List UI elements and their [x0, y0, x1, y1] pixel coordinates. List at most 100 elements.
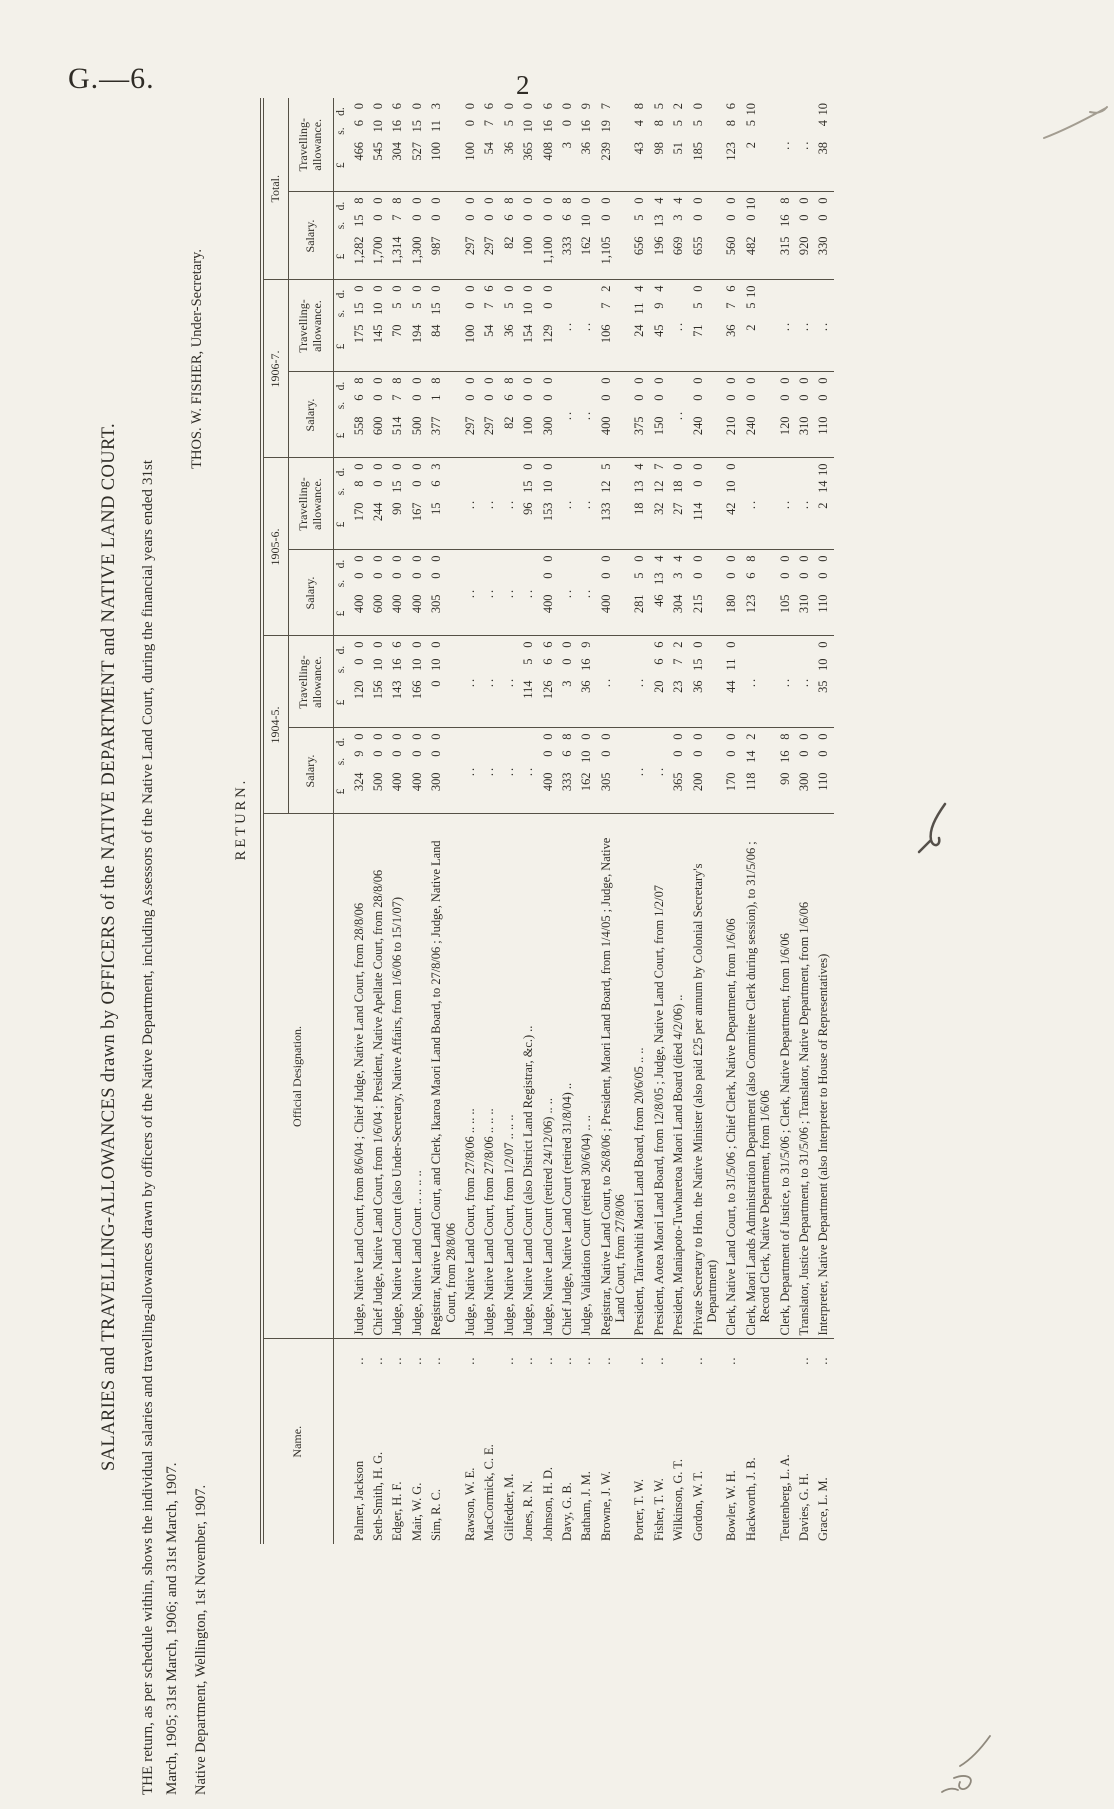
money-shillings: 10 — [521, 120, 536, 133]
leader-dots: .. — [796, 1356, 811, 1365]
empty-value-dots: .. — [579, 320, 594, 332]
units-cell: £ s. d. — [333, 550, 350, 636]
money-pounds: 54 — [482, 324, 497, 337]
salaries-table: Name. Official Designation. 1904-5. 1905… — [259, 98, 834, 1544]
money-pence: 0 — [598, 733, 613, 740]
money-pence: 4 — [651, 555, 666, 562]
money-pence: 0 — [540, 377, 555, 384]
table-row: Seth-Smith, H. G... Chief Judge, Native L… — [368, 98, 389, 1544]
money-pounds: 35 — [816, 680, 831, 693]
table-row: MacCormick, C. E. Judge, Native Land Cour… — [480, 98, 500, 1544]
designation-cell: Translator, Justice Department, to 31/5/… — [794, 814, 815, 1339]
money-pence: 2 — [743, 733, 758, 740]
money-pounds: £ — [334, 253, 347, 260]
money-pounds: 330 — [816, 236, 831, 256]
money-pence: 8 — [559, 733, 574, 740]
money-cell: 297 0 0 — [480, 372, 500, 458]
money-shillings: 0 — [370, 572, 385, 579]
money-shillings: 14 — [816, 480, 831, 493]
officer-name: Rawson, W. E. — [462, 1467, 477, 1541]
table-row: Rawson, W. E... Judge, Native Land Court,… — [460, 98, 481, 1544]
money-pounds: £ — [334, 432, 347, 439]
money-cell: 240 0 0 — [741, 372, 776, 458]
money-pence: 0 — [632, 555, 647, 562]
money-shillings: 7 — [390, 214, 405, 221]
money-pounds: 215 — [690, 594, 705, 614]
leader-dots: .. — [598, 1356, 613, 1365]
money-shillings: 7 — [724, 302, 739, 309]
money-pence: 0 — [351, 285, 366, 292]
designation-cell: Judge, Native Land Court .. .. .. .. — [407, 814, 428, 1339]
table-row: Hackworth, J. B. Clerk, Maori Lands Admin… — [741, 98, 776, 1544]
money-pence: 10 — [743, 197, 758, 210]
money-cell: 600 0 0 — [368, 372, 389, 458]
money-cell: 324 9 0 — [349, 728, 369, 814]
money-cell: 400 0 0 — [388, 550, 408, 636]
money-pence: 0 — [579, 733, 594, 740]
money-pence: 0 — [632, 197, 647, 204]
money-shillings: 10 — [521, 302, 536, 315]
empty-value-dots: .. — [796, 498, 811, 510]
money-pounds: 100 — [521, 236, 536, 256]
empty-value-dots: .. — [462, 498, 477, 510]
money-pence: 0 — [351, 733, 366, 740]
money-shillings: 10 — [409, 658, 424, 671]
money-pounds: 500 — [370, 772, 385, 792]
money-pounds: 162 — [579, 236, 594, 256]
money-cell: .. — [557, 550, 578, 636]
money-cell: 143 16 6 — [388, 636, 408, 728]
money-pounds: 15 — [429, 502, 444, 515]
money-pence: 2 — [671, 103, 686, 110]
money-cell: 305 0 0 — [596, 728, 631, 814]
officer-name: Grace, L. M. — [816, 1477, 831, 1541]
money-pounds: 545 — [370, 142, 385, 161]
name-cell: Davies, G. H... — [795, 1339, 814, 1544]
designation-cell: Registrar, Native Land Court, to 26/8/06… — [596, 814, 631, 1339]
col-header-salary: Salary. — [288, 372, 334, 458]
money-shillings: 15 — [429, 302, 444, 315]
money-pounds: 18 — [632, 502, 647, 515]
leader-dots: .. — [351, 1356, 366, 1365]
money-pence: d. — [334, 737, 347, 747]
money-cell: .. — [775, 98, 795, 192]
money-cell: 100 11 3 — [427, 98, 461, 192]
money-pounds: 333 — [559, 772, 574, 792]
col-header-travelling: Travelling-allowance. — [288, 636, 334, 728]
money-cell: .. — [649, 728, 670, 814]
money-pence: 0 — [351, 641, 366, 648]
money-pounds: 20 — [651, 680, 666, 693]
money-shillings: 16 — [579, 658, 594, 671]
leader-dots: .. — [632, 1356, 647, 1365]
money-shillings: 5 — [743, 302, 758, 309]
empty-value-dots: .. — [579, 409, 594, 421]
money-pounds: 300 — [540, 416, 555, 436]
officer-name: Gordon, W. T. — [690, 1470, 705, 1541]
table-row: Batham, J. M... Judge, Validation Court (… — [577, 98, 597, 1544]
money-cell: 162 10 0 — [577, 728, 597, 814]
money-shillings: 6 — [743, 572, 758, 579]
money-shillings: 8 — [724, 120, 739, 127]
designation-cell: Clerk, Department of Justice, to 31/5/06… — [775, 814, 795, 1339]
money-pence: 0 — [521, 463, 536, 470]
money-pence: 0 — [501, 285, 516, 292]
money-cell: 27 18 0 — [669, 458, 689, 550]
money-cell: 400 0 0 — [538, 728, 558, 814]
money-pounds: 133 — [598, 502, 613, 522]
money-pence: 7 — [598, 103, 613, 110]
money-cell: .. — [669, 372, 689, 458]
money-shillings: 10 — [816, 658, 831, 671]
table-row: Davy, G. B... Chief Judge, Native Land Co… — [557, 98, 578, 1544]
empty-value-dots: .. — [559, 320, 574, 332]
money-pounds: 43 — [632, 142, 647, 155]
money-shillings: 15 — [690, 658, 705, 671]
name-cell: Batham, J. M... — [577, 1339, 596, 1544]
units-cell: £ s. d. — [333, 98, 350, 192]
leader-dots: .. — [370, 1356, 385, 1365]
money-shillings: 10 — [370, 120, 385, 133]
money-shillings: 10 — [724, 480, 739, 493]
col-header-travelling: Travelling-allowance. — [288, 98, 334, 192]
money-cell: 167 0 0 — [407, 458, 428, 550]
money-cell: 38 4 10 — [814, 98, 834, 192]
money-pence: 0 — [690, 197, 705, 204]
money-cell: 36 15 0 — [688, 636, 723, 728]
